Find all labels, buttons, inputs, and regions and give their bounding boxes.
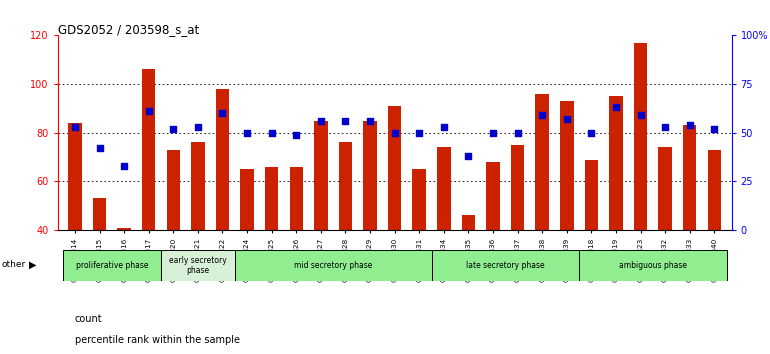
Point (192, 124, 204, 130)
Point (413, 130, 425, 136)
Point (364, 118, 377, 124)
Bar (511, 145, 524, 230)
Bar (142, 69, 156, 230)
Point (561, 116, 573, 122)
Bar (560, 101, 574, 230)
Text: GDS2052 / 203598_s_at: GDS2052 / 203598_s_at (58, 23, 199, 36)
Bar (388, 106, 401, 230)
Point (290, 132, 303, 138)
Bar (609, 96, 623, 230)
Bar (413, 169, 426, 230)
Bar (314, 121, 327, 230)
Text: ambiguous phase: ambiguous phase (619, 261, 687, 270)
Bar (363, 121, 377, 230)
Point (684, 122, 696, 128)
Bar (462, 216, 475, 230)
Point (93, 145, 105, 151)
Bar (161, 250, 235, 281)
Bar (69, 123, 82, 230)
Bar (486, 162, 500, 230)
Point (708, 126, 721, 132)
Bar (290, 167, 303, 230)
Text: count: count (75, 314, 102, 324)
Bar (117, 228, 131, 230)
Point (659, 124, 671, 130)
Point (437, 124, 450, 130)
Bar (216, 89, 229, 230)
Point (142, 108, 155, 114)
Point (634, 112, 647, 118)
Text: ▶: ▶ (29, 260, 37, 270)
Point (69, 124, 81, 130)
Text: other: other (2, 260, 25, 269)
Point (585, 130, 598, 136)
Bar (584, 160, 598, 230)
Bar (265, 167, 279, 230)
Bar (166, 150, 180, 230)
Point (167, 126, 179, 132)
Point (511, 130, 524, 136)
Bar (535, 94, 549, 230)
Point (241, 130, 253, 136)
Point (266, 130, 278, 136)
Bar (240, 169, 254, 230)
Bar (683, 125, 696, 230)
Text: early secretory
phase: early secretory phase (169, 256, 227, 275)
Point (340, 118, 352, 124)
Bar (708, 150, 721, 230)
Point (118, 163, 130, 169)
Bar (62, 250, 161, 281)
Point (315, 118, 327, 124)
Bar (579, 250, 727, 281)
Bar (93, 199, 106, 230)
Bar (191, 142, 205, 230)
Bar (658, 147, 672, 230)
Bar (437, 147, 450, 230)
Bar (431, 250, 579, 281)
Point (388, 130, 400, 136)
Point (487, 130, 499, 136)
Bar (339, 142, 352, 230)
Text: mid secretory phase: mid secretory phase (294, 261, 373, 270)
Point (536, 112, 548, 118)
Point (610, 104, 622, 110)
Text: late secretory phase: late secretory phase (466, 261, 544, 270)
Text: percentile rank within the sample: percentile rank within the sample (75, 335, 239, 345)
Text: proliferative phase: proliferative phase (75, 261, 148, 270)
Bar (634, 43, 648, 230)
Point (216, 110, 229, 116)
Point (462, 153, 474, 159)
Bar (235, 250, 431, 281)
